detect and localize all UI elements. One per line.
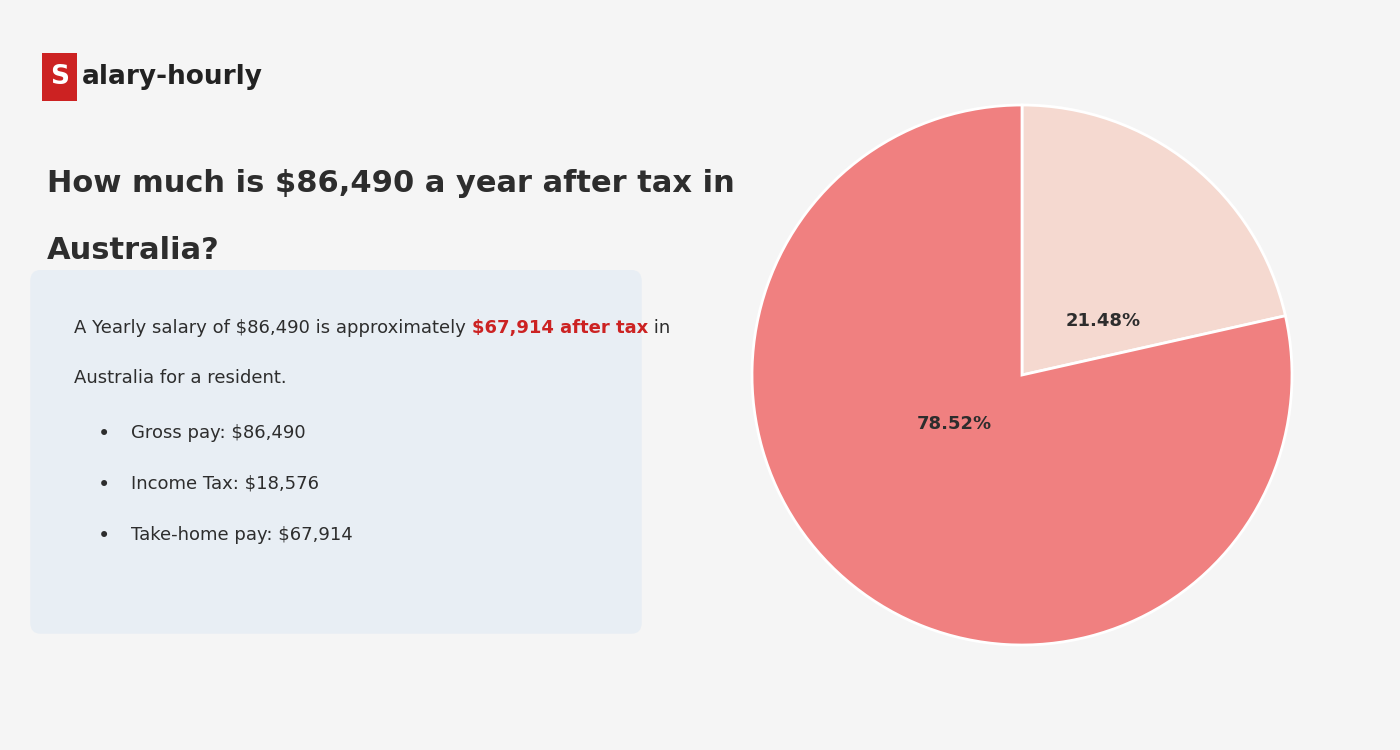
FancyBboxPatch shape xyxy=(42,53,77,101)
Text: alary-hourly: alary-hourly xyxy=(83,64,263,90)
Text: 21.48%: 21.48% xyxy=(1065,312,1141,330)
Text: Gross pay: $86,490: Gross pay: $86,490 xyxy=(132,424,305,442)
FancyBboxPatch shape xyxy=(31,270,641,634)
Text: Australia for a resident.: Australia for a resident. xyxy=(74,369,287,387)
Text: •: • xyxy=(98,526,109,546)
Text: Income Tax: $18,576: Income Tax: $18,576 xyxy=(132,475,319,493)
Text: •: • xyxy=(98,475,109,495)
Text: Take-home pay: $67,914: Take-home pay: $67,914 xyxy=(132,526,353,544)
Wedge shape xyxy=(1022,105,1285,375)
Text: in: in xyxy=(648,319,671,337)
Text: 78.52%: 78.52% xyxy=(917,415,993,433)
Text: $67,914 after tax: $67,914 after tax xyxy=(472,319,648,337)
Text: S: S xyxy=(50,64,70,90)
Text: •: • xyxy=(98,424,109,444)
Wedge shape xyxy=(752,105,1292,645)
Text: How much is $86,490 a year after tax in: How much is $86,490 a year after tax in xyxy=(48,169,735,198)
Text: Australia?: Australia? xyxy=(48,236,220,266)
Text: A Yearly salary of $86,490 is approximately: A Yearly salary of $86,490 is approximat… xyxy=(74,319,472,337)
